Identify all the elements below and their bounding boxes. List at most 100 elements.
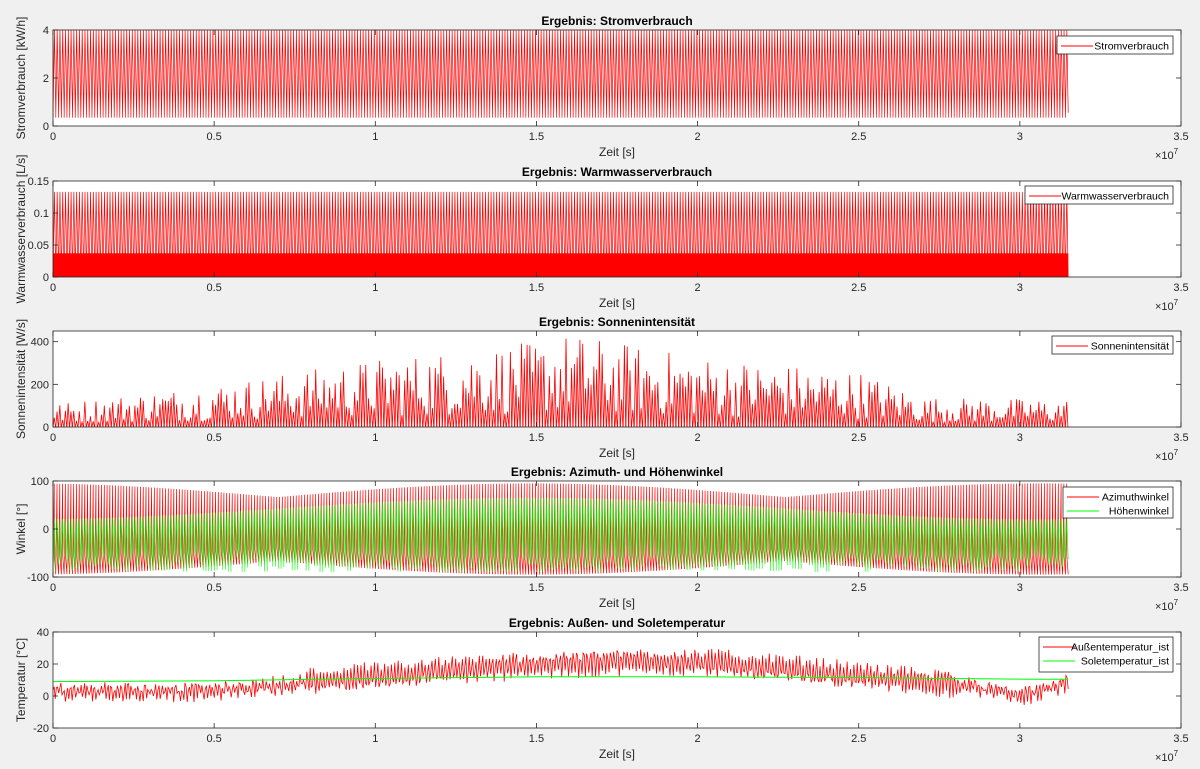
x-tick-label: 0.5 (206, 582, 221, 594)
x-tick-label: 0.5 (206, 733, 221, 745)
series-layer (53, 483, 1069, 575)
x-tick-label: 3 (1017, 282, 1023, 294)
y-tick-label: 100 (31, 476, 49, 488)
y-axis-label: Warmwasserverbrauch [L/s] (14, 155, 28, 304)
x-tick-label: 3.5 (1173, 282, 1188, 294)
series-warmwasserverbrauch-line (53, 191, 1069, 277)
x-axis-label: Zeit [s] (599, 296, 635, 310)
x-tick-label: 0 (50, 582, 56, 594)
legend-box (1056, 35, 1174, 55)
chart-panel-3: 0 0.5 1 1.5 2 2.5 3 3.5 0 200 400 Ergebnis: Sonneni… (14, 315, 1189, 463)
series-azimuthwinkel-line (53, 483, 1069, 575)
series-au-entemperatur-ist-line (53, 648, 1069, 706)
x-axis-label: Zeit [s] (599, 747, 635, 761)
legend-box (1024, 185, 1174, 205)
x-axis-label: Zeit [s] (599, 145, 635, 159)
x-tick-label: 1 (372, 582, 378, 594)
legend-label: Stromverbrauch (1094, 41, 1169, 53)
series-layer (53, 648, 1069, 706)
legend-box (1062, 486, 1174, 519)
y-tick-label: -20 (33, 723, 49, 735)
x-axis-exponent-power: 7 (1174, 298, 1179, 307)
x-tick-label: 2 (695, 582, 701, 594)
x-tick-label: 1.5 (529, 733, 544, 745)
x-tick-label: 2.5 (851, 582, 866, 594)
x-tick-label: 1 (372, 282, 378, 294)
y-tick-label: 0 (43, 272, 49, 284)
x-axis-exponent-base: ×10 (1155, 752, 1174, 764)
x-tick-label: 1 (372, 733, 378, 745)
series-layer (53, 30, 1069, 118)
x-tick-label: 3 (1017, 733, 1023, 745)
x-tick-label: 3.5 (1173, 733, 1188, 745)
x-tick-label: 0 (50, 282, 56, 294)
x-tick-label: 1.5 (529, 131, 544, 143)
legend-label: Warmwasserverbrauch (1061, 191, 1169, 203)
series-stromverbrauch-line (53, 30, 1069, 118)
legend-box (1038, 636, 1174, 673)
legend-label: Soletemperatur_ist (1081, 656, 1169, 668)
series-h-henwinkel-line (53, 497, 1069, 573)
chart-title: Ergebnis: Sonnenintensität (539, 315, 695, 329)
legend-label: Sonnenintensität (1091, 341, 1169, 353)
y-tick-label: 0 (43, 422, 49, 434)
x-tick-label: 0 (50, 733, 56, 745)
x-axis-exponent-base: ×10 (1155, 451, 1174, 463)
x-tick-label: 0.5 (206, 282, 221, 294)
x-tick-label: 2 (695, 282, 701, 294)
y-tick-label: 0 (43, 121, 49, 133)
y-tick-label: 20 (37, 659, 49, 671)
chart-panel-2: 0 0.5 1 1.5 2 2.5 3 3.5 0 0.05 0.1 0.15 Ergebnis: Wa… (14, 155, 1189, 313)
x-axis-exponent: ×107 (1155, 598, 1179, 613)
legend: Sonnenintensität (1051, 335, 1174, 355)
legend: Warmwasserverbrauch (1024, 185, 1174, 205)
legend-label: Außentemperatur_ist (1071, 642, 1169, 654)
x-tick-label: 2 (695, 432, 701, 444)
x-tick-label: 3 (1017, 131, 1023, 143)
series-sonnenintensit-t-line (53, 338, 1069, 427)
x-tick-label: 2.5 (851, 131, 866, 143)
axes-box (52, 330, 1182, 428)
legend: Stromverbrauch (1056, 35, 1174, 55)
y-tick-label: 0.15 (28, 176, 49, 188)
legend-label: Azimuthwinkel (1102, 492, 1169, 504)
x-tick-label: 1 (372, 432, 378, 444)
x-tick-label: 1.5 (529, 282, 544, 294)
series-warmwasserverbrauch-fill (53, 253, 1069, 277)
x-axis-exponent-power: 7 (1174, 448, 1179, 457)
x-tick-label: 0 (50, 432, 56, 444)
x-tick-label: 2.5 (851, 432, 866, 444)
chart-title: Ergebnis: Außen- und Soletemperatur (509, 616, 726, 630)
series-soletemperatur-ist-line (53, 676, 1069, 683)
x-axis-exponent: ×107 (1155, 298, 1179, 313)
x-axis-exponent: ×107 (1155, 448, 1179, 463)
y-axis-label: Sonnenintensität [W/s] (14, 319, 28, 439)
chart-title: Ergebnis: Warmwasserverbrauch (522, 165, 712, 179)
x-axis-exponent-base: ×10 (1155, 301, 1174, 313)
axes-box (52, 631, 1182, 729)
x-tick-label: 3 (1017, 582, 1023, 594)
y-tick-label: 200 (31, 379, 49, 391)
x-axis-exponent-power: 7 (1174, 147, 1179, 156)
legend-label: Höhenwinkel (1109, 506, 1169, 518)
x-tick-label: 1.5 (529, 582, 544, 594)
axes-box (52, 180, 1182, 278)
y-tick-label: -100 (27, 572, 49, 584)
x-axis-exponent-base: ×10 (1155, 150, 1174, 162)
legend-box (1051, 335, 1174, 355)
x-tick-label: 3 (1017, 432, 1023, 444)
x-axis-label: Zeit [s] (599, 596, 635, 610)
x-tick-label: 2 (695, 733, 701, 745)
series-layer (53, 191, 1069, 277)
x-axis-exponent-base: ×10 (1155, 601, 1174, 613)
x-tick-label: 2.5 (851, 282, 866, 294)
y-axis-label: Stromverbrauch [kW/h] (14, 17, 28, 140)
y-axis-label: Temperatur [°C] (14, 638, 28, 722)
y-tick-label: 4 (43, 25, 49, 37)
x-tick-label: 2 (695, 131, 701, 143)
x-axis-exponent: ×107 (1155, 147, 1179, 162)
y-tick-label: 0.1 (34, 208, 49, 220)
y-tick-label: 0.05 (28, 240, 49, 252)
